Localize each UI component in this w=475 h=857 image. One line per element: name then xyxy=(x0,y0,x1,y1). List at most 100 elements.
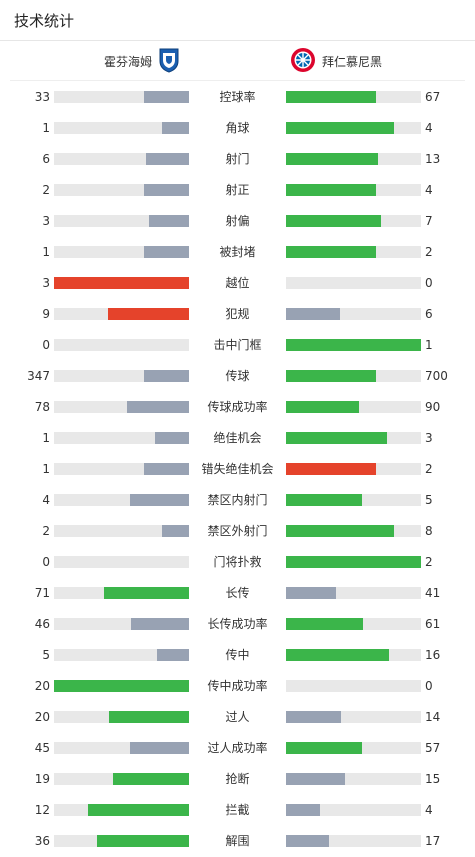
away-value: 1 xyxy=(425,338,433,352)
stat-row: 1 错失绝佳机会 2 xyxy=(0,459,475,479)
away-value: 67 xyxy=(425,90,441,104)
home-bar-track xyxy=(54,432,189,444)
stat-row: 6 射门 13 xyxy=(0,149,475,169)
stat-row: 3 越位 0 xyxy=(0,273,475,293)
away-value: 0 xyxy=(425,276,433,290)
away-bar-fill xyxy=(286,556,421,568)
away-bar-fill xyxy=(286,339,421,351)
home-bar-fill xyxy=(144,91,189,103)
stat-row: 0 击中门框 1 xyxy=(0,335,475,355)
away-bar-track xyxy=(286,587,421,599)
home-bar-track xyxy=(54,587,189,599)
home-bar-fill xyxy=(129,494,189,506)
home-bar-fill xyxy=(126,401,189,413)
stat-label: 传球成功率 xyxy=(207,400,268,414)
stat-label: 过人成功率 xyxy=(207,741,268,755)
away-bar-track xyxy=(286,432,421,444)
home-value: 1 xyxy=(42,431,50,445)
home-value: 4 xyxy=(42,493,50,507)
away-team[interactable]: 拜仁慕尼黑 xyxy=(290,44,382,78)
stat-label: 越位 xyxy=(225,276,250,290)
away-bar-fill xyxy=(286,153,378,165)
home-bar-track xyxy=(54,556,189,568)
stat-row: 46 长传成功率 61 xyxy=(0,614,475,634)
away-value: 4 xyxy=(425,803,433,817)
stat-row: 78 传球成功率 90 xyxy=(0,397,475,417)
stat-label: 传中成功率 xyxy=(207,679,268,693)
stat-label: 犯规 xyxy=(225,307,250,321)
home-value: 36 xyxy=(34,834,50,848)
home-bar-track xyxy=(54,308,189,320)
stat-label: 过人 xyxy=(225,710,250,724)
stat-row: 12 拦截 4 xyxy=(0,800,475,820)
home-value: 2 xyxy=(42,524,50,538)
stat-label: 错失绝佳机会 xyxy=(201,462,274,476)
home-bar-track xyxy=(54,649,189,661)
home-value: 1 xyxy=(42,121,50,135)
stat-row: 2 禁区外射门 8 xyxy=(0,521,475,541)
home-bar-track xyxy=(54,277,189,289)
home-team[interactable]: 霍芬海姆 xyxy=(104,44,180,78)
stat-row: 1 被封堵 2 xyxy=(0,242,475,262)
stat-row: 33 控球率 67 xyxy=(0,87,475,107)
stat-label: 门将扑救 xyxy=(213,555,262,569)
stat-label: 击中门框 xyxy=(213,338,262,352)
home-bar-track xyxy=(54,618,189,630)
away-bar-track xyxy=(286,401,421,413)
home-value: 12 xyxy=(34,803,50,817)
stat-label: 禁区外射门 xyxy=(207,524,268,538)
away-bar-fill xyxy=(286,370,377,382)
home-value: 5 xyxy=(42,648,50,662)
away-bar-track xyxy=(286,835,421,847)
stat-label: 长传成功率 xyxy=(207,617,268,631)
page-header: 技术统计 xyxy=(0,0,475,41)
home-bar-fill xyxy=(97,835,189,847)
home-bar-track xyxy=(54,494,189,506)
away-bar-track xyxy=(286,308,421,320)
stat-row: 20 传中成功率 0 xyxy=(0,676,475,696)
home-bar-track xyxy=(54,370,189,382)
stat-label: 解围 xyxy=(225,834,250,848)
home-value: 0 xyxy=(42,555,50,569)
away-bar-fill xyxy=(286,494,362,506)
away-bar-track xyxy=(286,649,421,661)
home-bar-fill xyxy=(144,370,189,382)
home-value: 1 xyxy=(42,462,50,476)
away-value: 6 xyxy=(425,307,433,321)
away-bar-track xyxy=(286,215,421,227)
stat-label: 角球 xyxy=(225,121,250,135)
away-bar-track xyxy=(286,246,421,258)
away-value: 7 xyxy=(425,214,433,228)
home-value: 46 xyxy=(34,617,50,631)
away-bar-track xyxy=(286,494,421,506)
stat-label: 射门 xyxy=(225,152,250,166)
stat-label: 禁区内射门 xyxy=(207,493,268,507)
home-bar-fill xyxy=(144,246,189,258)
home-bar-fill xyxy=(109,711,189,723)
away-bar-fill xyxy=(286,742,362,754)
away-value: 57 xyxy=(425,741,441,755)
stat-row: 4 禁区内射门 5 xyxy=(0,490,475,510)
stat-row: 45 过人成功率 57 xyxy=(0,738,475,758)
home-bar-fill xyxy=(129,742,189,754)
away-bar-fill xyxy=(286,804,320,816)
away-value: 4 xyxy=(425,183,433,197)
home-bar-fill xyxy=(144,184,189,196)
away-bar-fill xyxy=(286,463,377,475)
stat-row: 2 射正 4 xyxy=(0,180,475,200)
home-bar-track xyxy=(54,773,189,785)
stat-label: 传球 xyxy=(225,369,250,383)
teams-header: 霍芬海姆 拜仁慕尼黑 xyxy=(10,44,465,81)
away-bar-track xyxy=(286,556,421,568)
home-bar-fill xyxy=(156,649,189,661)
away-value: 61 xyxy=(425,617,441,631)
page-title: 技术统计 xyxy=(14,11,75,30)
home-bar-track xyxy=(54,711,189,723)
home-bar-track xyxy=(54,122,189,134)
away-value: 0 xyxy=(425,679,433,693)
away-bar-track xyxy=(286,711,421,723)
away-bar-track xyxy=(286,277,421,289)
home-value: 347 xyxy=(27,369,50,383)
home-value: 78 xyxy=(34,400,50,414)
stat-label: 射正 xyxy=(225,183,250,197)
